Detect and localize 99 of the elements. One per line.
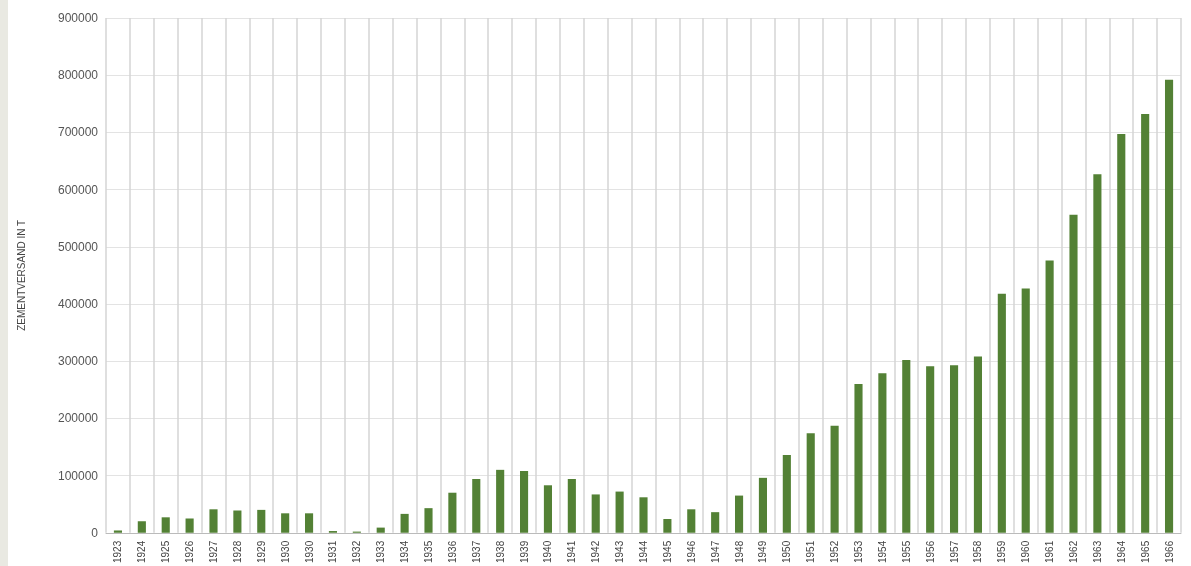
x-tick-label: 1940	[542, 540, 554, 563]
bar	[400, 513, 409, 533]
x-tick-label: 1949	[757, 540, 769, 563]
x-tick-label: 1952	[829, 540, 841, 563]
y-tick-label: 600000	[57, 182, 99, 197]
bar	[854, 384, 863, 533]
bar	[281, 513, 290, 533]
y-tick-label: 200000	[57, 411, 99, 426]
x-tick-label: 1931	[327, 540, 339, 563]
x-tick-label: 1933	[375, 540, 387, 563]
x-tick-label: 1934	[399, 540, 411, 563]
x-tick-label: 1951	[805, 540, 817, 563]
y-tick-label: 500000	[57, 239, 99, 254]
x-tick-label: 1936	[446, 540, 458, 563]
x-tick-label: 1930	[303, 540, 315, 563]
y-tick-label: 900000	[57, 11, 99, 25]
x-tick-label: 1938	[494, 540, 506, 563]
y-axis-title: ZEMENTVERSAND IN T	[15, 219, 27, 331]
x-tick-label: 1923	[112, 540, 124, 563]
bar	[1045, 260, 1054, 533]
bar	[615, 491, 624, 533]
x-tick-label: 1941	[566, 540, 578, 563]
bar	[185, 518, 194, 533]
x-tick-label: 1954	[876, 540, 888, 563]
bar	[304, 513, 314, 533]
x-tick-label: 1945	[661, 540, 673, 563]
bar	[687, 509, 696, 533]
x-tick-label: 1960	[1020, 540, 1032, 563]
bar	[663, 519, 672, 533]
y-tick-label: 400000	[57, 296, 99, 311]
x-tick-label: 1944	[638, 540, 649, 563]
bar	[1093, 174, 1102, 533]
x-tick-label: 1955	[900, 540, 912, 563]
x-tick-label: 1926	[184, 540, 196, 563]
y-tick-label: 0	[91, 525, 99, 540]
x-tick-label: 1953	[853, 540, 864, 563]
bar	[973, 356, 983, 533]
bar	[1117, 134, 1126, 533]
bar	[639, 497, 648, 533]
bar	[137, 521, 146, 533]
bar	[926, 366, 935, 533]
x-tick-label: 1964	[1115, 540, 1127, 563]
y-tick-label: 100000	[57, 468, 99, 483]
bar	[758, 477, 768, 533]
bar	[233, 510, 242, 533]
x-tick-label: 1965	[1139, 540, 1151, 563]
bar	[567, 478, 576, 533]
y-tick-label: 700000	[57, 125, 99, 140]
bar	[806, 433, 815, 533]
x-tick-label: 1950	[781, 540, 793, 563]
bar	[711, 512, 720, 533]
bar	[902, 360, 911, 533]
x-tick-label: 1946	[685, 540, 697, 563]
bar	[591, 494, 600, 533]
bar	[448, 492, 457, 533]
bar	[376, 527, 385, 533]
bar	[830, 425, 839, 533]
x-tick-label: 1947	[709, 540, 721, 563]
x-tick-label: 1925	[160, 540, 172, 563]
x-tick-label: 1937	[470, 540, 482, 563]
bar	[543, 485, 553, 533]
bar	[472, 478, 481, 533]
x-tick-label: 1939	[518, 540, 530, 563]
x-tick-label: 1935	[423, 540, 434, 563]
bar	[997, 293, 1006, 533]
x-tick-label: 1928	[231, 540, 243, 563]
bar	[1021, 288, 1030, 533]
x-tick-label: 1932	[351, 540, 363, 563]
bar	[1164, 79, 1174, 533]
x-tick-label: 1948	[733, 540, 745, 563]
x-tick-label: 1930	[279, 540, 291, 563]
bar	[113, 530, 123, 533]
y-tick-label: 800000	[57, 68, 99, 83]
x-tick-label: 1942	[590, 540, 602, 563]
bar	[209, 509, 218, 533]
bar	[949, 365, 959, 533]
bar	[1141, 114, 1150, 533]
x-tick-label: 1959	[996, 540, 1008, 563]
bar	[519, 470, 529, 533]
bar	[734, 495, 744, 533]
bar	[161, 517, 170, 533]
x-tick-label: 1966	[1163, 540, 1175, 563]
x-tick-label: 1924	[136, 540, 148, 563]
x-tick-label: 1927	[208, 540, 219, 563]
x-tick-label: 1929	[255, 540, 267, 563]
x-tick-label: 1956	[924, 540, 936, 563]
bar	[496, 469, 505, 533]
bar	[1069, 214, 1078, 533]
x-tick-label: 1943	[614, 540, 626, 563]
x-tick-label: 1963	[1091, 540, 1103, 563]
bar	[257, 509, 266, 533]
y-tick-label: 300000	[57, 354, 99, 369]
bar	[878, 373, 887, 533]
x-tick-label: 1962	[1068, 540, 1079, 563]
bar	[782, 454, 791, 533]
x-tick-label: 1957	[948, 540, 960, 563]
bar	[424, 508, 433, 533]
x-tick-label: 1961	[1044, 540, 1056, 563]
x-tick-label: 1958	[972, 540, 984, 563]
